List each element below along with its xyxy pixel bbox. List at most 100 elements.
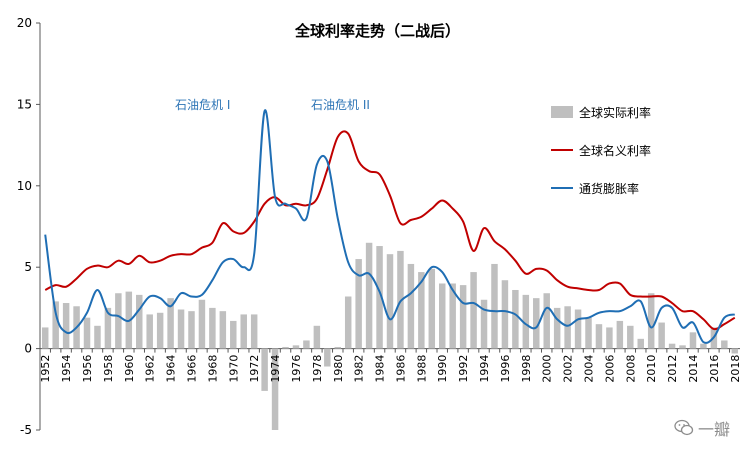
bar-real-rate	[334, 346, 341, 349]
legend-swatch-nominal-rate	[551, 149, 573, 151]
bar-real-rate	[543, 293, 550, 349]
bar-real-rate	[344, 296, 352, 349]
bar-real-rate	[616, 320, 624, 349]
bar-real-rate	[470, 272, 477, 349]
bar-real-rate	[658, 322, 665, 349]
bar-real-rate	[595, 324, 603, 349]
bar-real-rate	[418, 272, 425, 349]
x-tick-label: 1992	[457, 355, 470, 383]
tick-labels: -5 0 5 10 15 20 1952 1954 1956 1958 1960 1962 1964 19…	[17, 16, 742, 437]
watermark-text: 一瓣	[698, 420, 731, 439]
x-tick-label: 1986	[394, 355, 407, 383]
bar-real-rate	[136, 294, 143, 349]
bar-real-rate	[533, 298, 540, 349]
bar-real-rate	[407, 263, 415, 349]
y-tick-label: 10	[17, 179, 32, 193]
x-tick-label: 1982	[353, 355, 366, 383]
x-tick-label: 1998	[520, 355, 533, 383]
annotation-oil-crisis-2: 石油危机 II	[311, 98, 370, 112]
x-tick-label: 1994	[478, 355, 491, 383]
legend-swatch-real-rate	[551, 106, 573, 118]
legend-label-inflation: 通货膨胀率	[579, 181, 640, 196]
x-tick-label: 2010	[645, 355, 658, 383]
bar-real-rate	[167, 298, 174, 349]
bar-real-rate	[731, 348, 739, 354]
bar-real-rate	[355, 259, 362, 349]
bar-real-rate	[700, 343, 707, 349]
x-tick-label: 1968	[206, 355, 219, 383]
bar-real-rate	[689, 332, 697, 349]
x-tick-label: 2006	[603, 355, 616, 383]
bar-real-rate	[637, 338, 644, 349]
axes	[36, 22, 740, 431]
x-tick-label: 1956	[81, 355, 94, 383]
bar-real-rate	[271, 348, 279, 430]
bar-real-rate	[365, 242, 373, 349]
bar-real-rate	[606, 327, 613, 349]
x-tick-label: 1962	[144, 355, 157, 383]
legend-item-nominal-rate: 全球名义利率	[551, 131, 651, 169]
y-tick-label: 20	[17, 16, 32, 30]
bar-real-rate	[449, 283, 456, 349]
bar-real-rate	[188, 311, 195, 349]
bar-real-rate	[439, 283, 446, 349]
legend-swatch-inflation	[551, 187, 573, 189]
x-tick-label: 1980	[332, 355, 345, 383]
bar-real-rate	[585, 317, 592, 349]
bar-real-rate	[156, 312, 164, 349]
bar-real-rate	[668, 343, 676, 349]
bar-real-rate	[553, 307, 561, 349]
wechat-icon	[674, 419, 694, 437]
bar-real-rate	[512, 289, 519, 349]
x-tick-label: 1996	[499, 355, 512, 383]
bar-real-rate	[230, 320, 237, 349]
bar-real-rate	[459, 285, 467, 349]
bar-real-rate	[627, 325, 634, 349]
x-tick-label: 1974	[269, 355, 282, 383]
watermark: 一瓣	[674, 416, 730, 440]
bar-real-rate	[250, 314, 258, 349]
bar-real-rate	[83, 317, 91, 349]
bar-real-rate	[115, 293, 122, 349]
bar-real-rate	[303, 340, 310, 349]
y-tick-label: 5	[24, 260, 32, 274]
bar-real-rate	[261, 348, 268, 391]
annotation-oil-crisis-1: 石油危机 I	[175, 98, 231, 112]
bar-real-rate	[198, 299, 206, 349]
x-tick-label: 1964	[165, 355, 178, 383]
bar-real-rate	[721, 340, 728, 349]
bar-real-rate	[480, 299, 488, 349]
x-tick-label: 1954	[60, 355, 73, 383]
bar-real-rate	[219, 311, 227, 349]
x-tick-label: 2008	[624, 355, 637, 383]
x-tick-label: 2002	[562, 355, 575, 383]
x-tick-label: 1960	[123, 355, 136, 383]
x-tick-label: 1970	[227, 355, 240, 383]
x-tick-label: 1952	[39, 355, 52, 383]
x-tick-label: 2004	[583, 355, 596, 383]
y-tick-label: 0	[24, 342, 32, 356]
x-tick-label: 1988	[415, 355, 428, 383]
bar-real-rate	[397, 250, 404, 349]
x-tick-label: 2018	[729, 355, 742, 383]
y-tick-label: 15	[17, 97, 32, 111]
x-tick-label: 2016	[708, 355, 721, 383]
bar-real-rate	[94, 325, 101, 349]
bar-real-rate	[240, 314, 247, 349]
line-series	[44, 109, 736, 344]
legend-label-real-rate: 全球实际利率	[579, 105, 652, 120]
bar-real-rate	[522, 294, 530, 349]
bar-real-rate	[177, 309, 185, 349]
legend-item-inflation: 通货膨胀率	[551, 169, 651, 207]
bar-real-rate	[564, 306, 571, 349]
bar-real-rate	[62, 303, 70, 349]
bar-real-rate	[501, 280, 509, 349]
bar-real-rate	[41, 327, 49, 349]
bar-real-rate	[647, 293, 655, 349]
line-nominal-rate	[44, 130, 736, 331]
bar-real-rate	[282, 346, 289, 349]
bar-real-rate	[313, 325, 321, 349]
x-tick-label: 2000	[541, 355, 554, 383]
x-tick-label: 2014	[687, 355, 700, 383]
